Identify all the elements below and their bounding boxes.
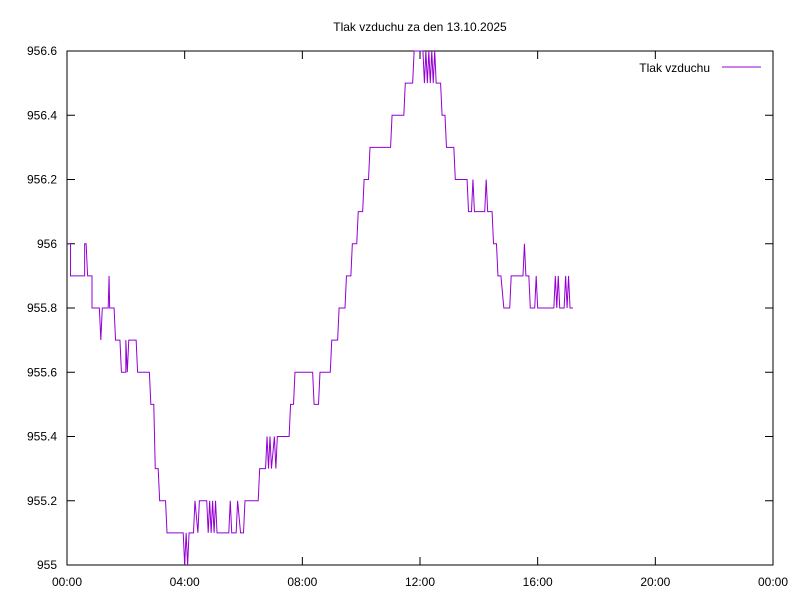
y-tick-label: 955.6 <box>27 365 57 379</box>
x-tick-label: 00:00 <box>758 575 788 589</box>
y-axis: 955 955.2 955.4 955.6 955.8 956 956.2 956.4 956.… <box>27 44 773 572</box>
y-tick-label: 955.2 <box>27 494 57 508</box>
y-tick-label: 956 <box>37 237 57 251</box>
series-line-tlak-vzduchu <box>67 50 573 566</box>
legend: Tlak vzduchu <box>639 61 761 75</box>
legend-label: Tlak vzduchu <box>639 61 710 75</box>
x-tick-label: 08:00 <box>287 575 317 589</box>
y-tick-label: 956.6 <box>27 44 57 58</box>
y-tick-label: 955.4 <box>27 430 57 444</box>
y-tick-label: 955 <box>37 558 57 572</box>
y-tick-label: 956.4 <box>27 108 57 122</box>
y-tick-label: 956.2 <box>27 173 57 187</box>
chart-title: Tlak vzduchu za den 13.10.2025 <box>333 20 507 34</box>
x-tick-label: 16:00 <box>523 575 553 589</box>
x-axis: 00:00 04:00 08:00 12:00 16:00 20:00 00:00 <box>52 51 788 589</box>
plot-frame <box>66 50 774 566</box>
x-tick-label: 00:00 <box>52 575 82 589</box>
x-tick-label: 04:00 <box>170 575 200 589</box>
y-tick-label: 955.8 <box>27 301 57 315</box>
x-tick-label: 20:00 <box>640 575 670 589</box>
x-tick-label: 12:00 <box>405 575 435 589</box>
